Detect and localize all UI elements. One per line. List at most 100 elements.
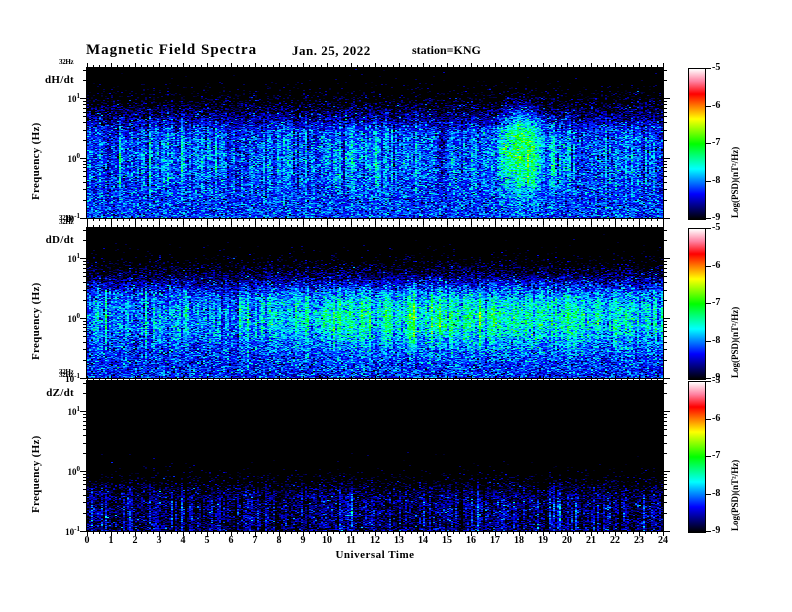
x-tick-minor — [357, 65, 358, 68]
x-tick-minor — [321, 531, 322, 534]
x-tick-minor — [621, 225, 622, 228]
x-tick-major — [255, 376, 256, 381]
y-tick-minor — [83, 160, 87, 162]
x-tick-minor — [627, 225, 628, 228]
x-tick-minor — [177, 378, 178, 381]
x-tick-major — [519, 63, 520, 68]
x-tick-minor — [171, 65, 172, 68]
x-tick-major — [351, 531, 352, 536]
x-tick-major — [327, 63, 328, 68]
x-tick-minor — [405, 65, 406, 68]
colorbar-tick-mark — [705, 265, 711, 267]
x-tick-minor — [123, 531, 124, 534]
y-tick-label-0-2: 10-1 — [65, 212, 80, 224]
colorbar-gradient-0 — [689, 69, 705, 219]
x-tick-minor — [483, 225, 484, 228]
x-tick-label-10: 10 — [322, 535, 332, 546]
x-tick-minor — [93, 225, 94, 228]
panel-label-dz-dt: dZ/dt — [46, 387, 74, 399]
x-tick-major — [87, 223, 88, 228]
x-tick-minor — [453, 218, 454, 221]
x-tick-minor — [345, 378, 346, 381]
x-tick-minor — [483, 378, 484, 381]
x-tick-minor — [411, 531, 412, 534]
x-tick-major — [87, 376, 88, 381]
x-tick-minor — [297, 225, 298, 228]
colorbar-tick-mark — [705, 228, 711, 229]
x-tick-minor — [477, 65, 478, 68]
x-tick-minor — [237, 225, 238, 228]
x-tick-major — [231, 376, 232, 381]
y-tick-minor — [83, 331, 87, 333]
y-tick-minor — [83, 264, 87, 266]
x-tick-major — [591, 218, 592, 223]
x-tick-minor — [225, 218, 226, 221]
y-tick-minor — [83, 240, 87, 242]
x-tick-major — [111, 531, 112, 536]
x-tick-major — [639, 531, 640, 536]
x-tick-label-20: 20 — [562, 535, 572, 546]
x-tick-minor — [513, 531, 514, 534]
x-tick-major — [447, 63, 448, 68]
x-tick-major — [279, 376, 280, 381]
nyquist-label-top-2: 32Hz — [59, 371, 74, 379]
x-tick-minor — [249, 225, 250, 228]
x-tick-major — [447, 531, 448, 536]
nyquist-label-bottom-1: 32Hz — [59, 368, 74, 376]
x-tick-minor — [513, 65, 514, 68]
x-tick-minor — [219, 378, 220, 381]
y-tick-minor-right — [663, 453, 667, 455]
x-tick-minor — [381, 218, 382, 221]
x-tick-minor — [645, 378, 646, 381]
x-tick-minor — [573, 225, 574, 228]
x-tick-minor — [453, 65, 454, 68]
x-axis-title: Universal Time — [335, 549, 415, 561]
x-tick-major — [375, 63, 376, 68]
y-tick-minor — [83, 163, 87, 165]
x-tick-minor — [621, 378, 622, 381]
x-tick-minor — [363, 378, 364, 381]
x-tick-minor — [369, 378, 370, 381]
x-tick-major — [375, 218, 376, 223]
x-tick-minor — [297, 531, 298, 534]
x-tick-minor — [465, 218, 466, 221]
y-tick-major-right — [663, 378, 670, 379]
x-tick-major — [231, 63, 232, 68]
x-tick-minor — [225, 531, 226, 534]
x-tick-minor — [429, 218, 430, 221]
y-tick-major-right — [663, 218, 670, 219]
x-tick-label-22: 22 — [610, 535, 620, 546]
x-tick-major — [375, 223, 376, 228]
x-tick-minor — [267, 225, 268, 228]
x-tick-minor — [381, 225, 382, 228]
x-tick-major — [183, 218, 184, 223]
x-tick-minor — [261, 65, 262, 68]
y-tick-minor — [83, 424, 87, 426]
x-tick-minor — [345, 225, 346, 228]
x-tick-minor — [387, 531, 388, 534]
y-tick-minor — [83, 323, 87, 325]
colorbar-tick-0--6: -6 — [712, 99, 721, 111]
x-tick-minor — [579, 225, 580, 228]
x-tick-minor — [417, 225, 418, 228]
x-tick-minor — [147, 531, 148, 534]
x-tick-minor — [489, 225, 490, 228]
y-tick-minor-right — [663, 69, 667, 71]
colorbar-tick-2--9: -9 — [712, 525, 721, 536]
x-tick-major — [543, 376, 544, 381]
colorbar-title-0: Log(PSD)(nT²/Hz) — [730, 146, 740, 218]
y-tick-minor-right — [663, 163, 667, 165]
colorbar-tick-2--5: -5 — [712, 375, 721, 386]
x-tick-major — [471, 63, 472, 68]
x-tick-major — [567, 218, 568, 223]
x-tick-label-16: 16 — [466, 535, 476, 546]
y-tick-minor-right — [663, 336, 667, 338]
x-tick-minor — [147, 65, 148, 68]
x-tick-label-2: 2 — [132, 535, 138, 546]
x-tick-minor — [213, 225, 214, 228]
y-tick-minor-right — [663, 107, 667, 109]
x-tick-major — [279, 531, 280, 536]
x-tick-major — [639, 218, 640, 223]
x-tick-major — [111, 223, 112, 228]
y-tick-major — [80, 531, 87, 532]
